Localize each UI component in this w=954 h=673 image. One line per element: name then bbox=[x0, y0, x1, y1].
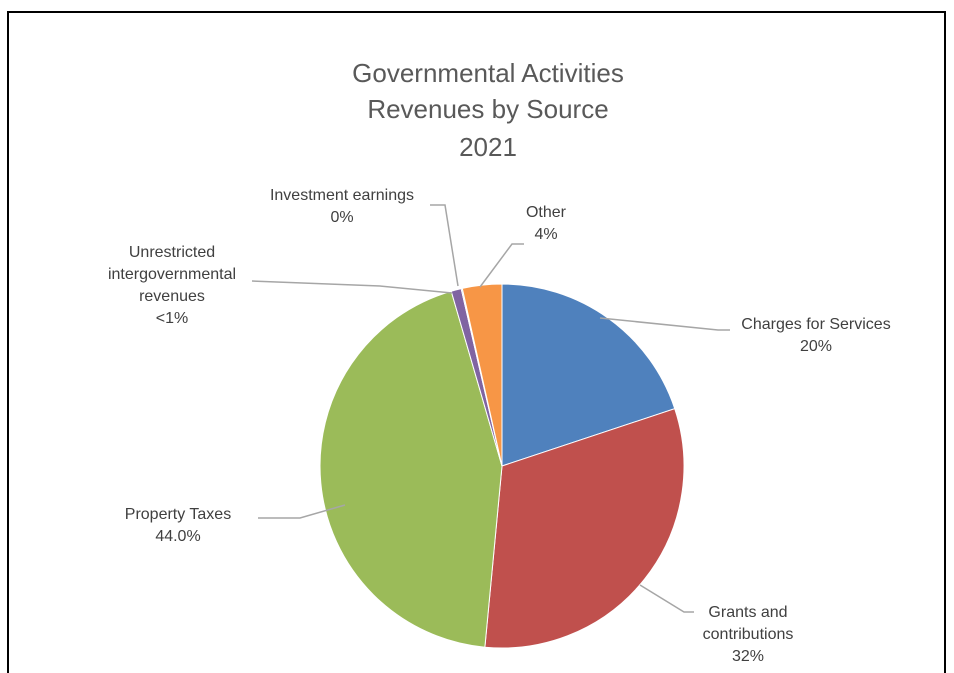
chart-title-line-1: Governmental Activities bbox=[352, 58, 624, 88]
data-label-name: Property Taxes bbox=[125, 506, 231, 523]
data-label-name: intergovernmental bbox=[108, 266, 236, 283]
chart-title-line-3: 2021 bbox=[459, 132, 517, 162]
chart-title: Governmental Activities Revenues by Sourc… bbox=[352, 58, 624, 162]
pie-slices bbox=[319, 283, 685, 649]
data-label-percent: <1% bbox=[156, 310, 188, 327]
data-label-name: contributions bbox=[703, 626, 794, 643]
data-label-charges-for-services: Charges for Services 20% bbox=[741, 316, 890, 355]
data-label-name: Unrestricted bbox=[129, 244, 215, 261]
data-label-name: revenues bbox=[139, 288, 205, 305]
chart-title-line-2: Revenues by Source bbox=[367, 94, 608, 124]
chart-frame bbox=[7, 11, 946, 673]
pie-slice-grants-and-contributions bbox=[484, 408, 685, 649]
data-label-percent: 44.0% bbox=[155, 528, 200, 545]
data-label-unrestricted-intergovernmental-revenues: Unrestricted intergovernmental revenues <1% bbox=[108, 244, 236, 327]
data-label-other: Other 4% bbox=[526, 204, 567, 243]
leader-line-4 bbox=[251, 280, 453, 294]
data-label-name: Other bbox=[526, 204, 567, 221]
data-label-percent: 20% bbox=[800, 338, 832, 355]
data-labels: Charges for Services 20% Grants and contrib… bbox=[108, 187, 891, 665]
data-label-property-taxes: Property Taxes 44.0% bbox=[125, 506, 231, 545]
data-label-investment-earnings: Investment earnings 0% bbox=[270, 187, 414, 226]
data-label-name: Charges for Services bbox=[741, 316, 890, 333]
leader-lines bbox=[251, 204, 730, 613]
data-label-percent: 32% bbox=[732, 648, 764, 665]
data-label-percent: 4% bbox=[534, 226, 557, 243]
leader-line-6 bbox=[479, 243, 524, 288]
data-label-name: Grants and bbox=[708, 604, 787, 621]
data-label-name: Investment earnings bbox=[270, 187, 414, 204]
leader-line-2 bbox=[639, 584, 694, 613]
leader-line-1 bbox=[599, 317, 730, 331]
leader-line-5 bbox=[430, 204, 459, 287]
leader-line-3 bbox=[258, 504, 346, 519]
data-label-grants-and-contributions: Grants and contributions 32% bbox=[703, 604, 794, 665]
pie-slice-property-taxes bbox=[319, 290, 503, 648]
data-label-percent: 0% bbox=[330, 209, 353, 226]
